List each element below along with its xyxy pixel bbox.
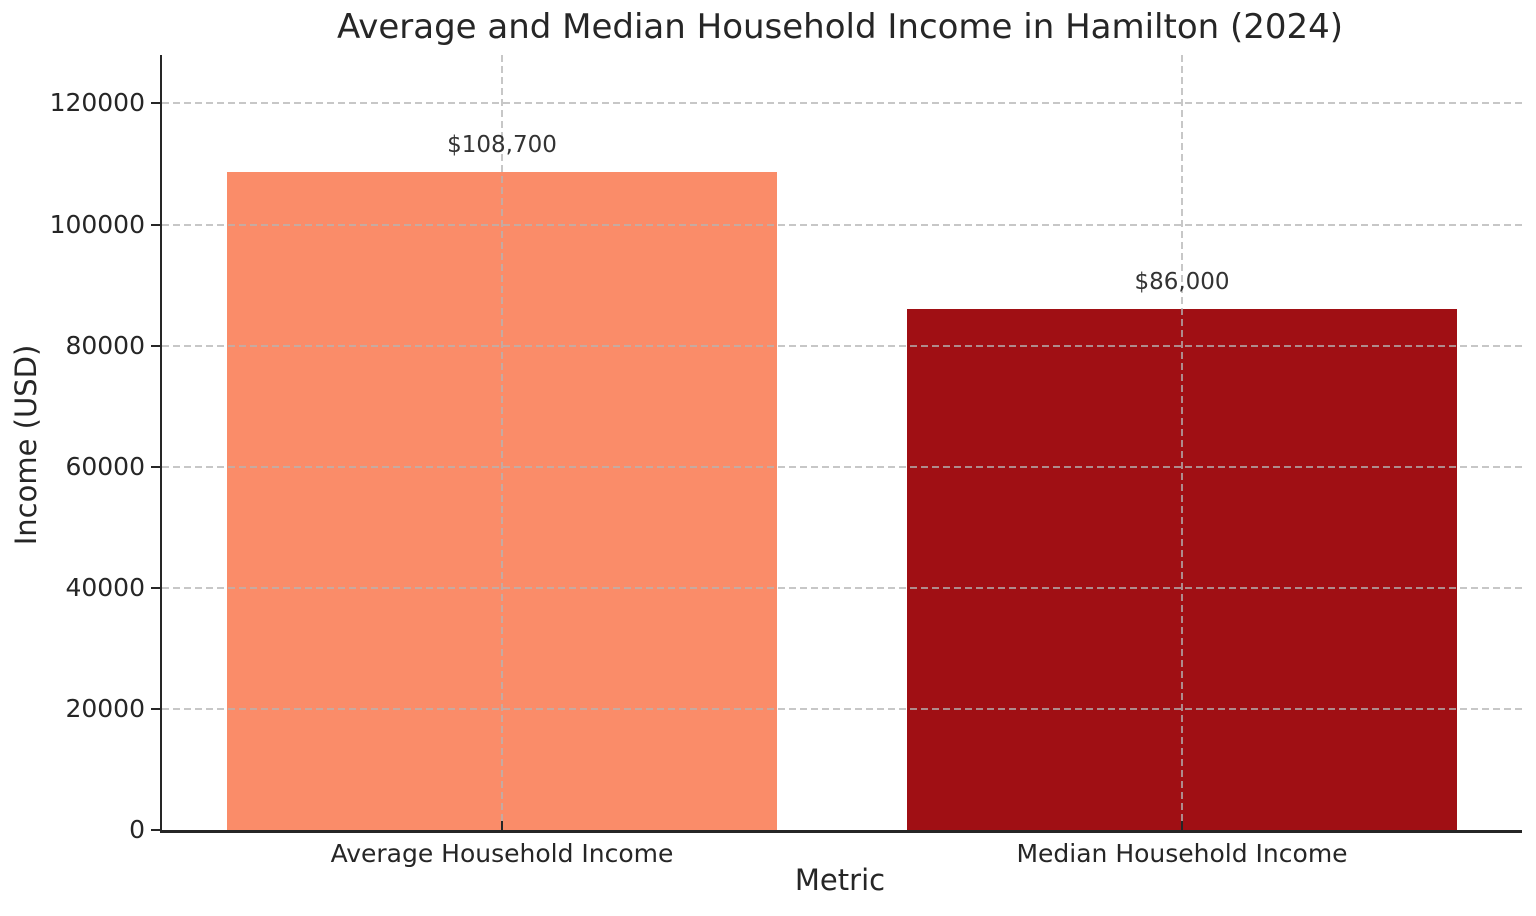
bar-value-label: $108,700: [447, 131, 557, 158]
gridline-horizontal: [162, 707, 1522, 710]
gridline-vertical: [1181, 55, 1183, 830]
y-tick: [151, 223, 160, 226]
y-tick: [151, 344, 160, 347]
y-tick-label: 40000: [65, 572, 145, 602]
y-tick: [151, 465, 160, 468]
x-tick-label: Average Household Income: [330, 839, 674, 868]
x-tick: [1181, 821, 1183, 830]
gridline-vertical: [501, 55, 503, 830]
y-tick-label: 60000: [65, 451, 145, 481]
y-tick: [151, 707, 160, 710]
y-tick: [151, 102, 160, 105]
y-tick: [151, 829, 160, 831]
x-tick-label: Median Household Income: [1016, 839, 1348, 868]
gridline-horizontal: [162, 586, 1522, 589]
gridline-horizontal: [162, 223, 1522, 226]
x-axis-label: Metric: [794, 863, 886, 897]
gridline-horizontal: [162, 102, 1522, 105]
plot-area: 0 20000 40000 60000 80000 100000 120000 Average…: [50, 55, 1522, 868]
y-tick-label: 0: [129, 815, 145, 844]
bar-value-label: $86,000: [1134, 269, 1230, 296]
y-tick-label: 100000: [49, 209, 145, 239]
y-tick-label: 80000: [65, 330, 145, 360]
y-tick-label: 20000: [65, 693, 145, 723]
gridline-horizontal: [162, 344, 1522, 347]
y-tick: [151, 586, 160, 589]
y-tick-label: 120000: [49, 88, 145, 118]
gridline-horizontal: [162, 465, 1522, 468]
chart-title: Average and Median Household Income in H…: [336, 7, 1344, 47]
x-tick: [501, 821, 503, 830]
